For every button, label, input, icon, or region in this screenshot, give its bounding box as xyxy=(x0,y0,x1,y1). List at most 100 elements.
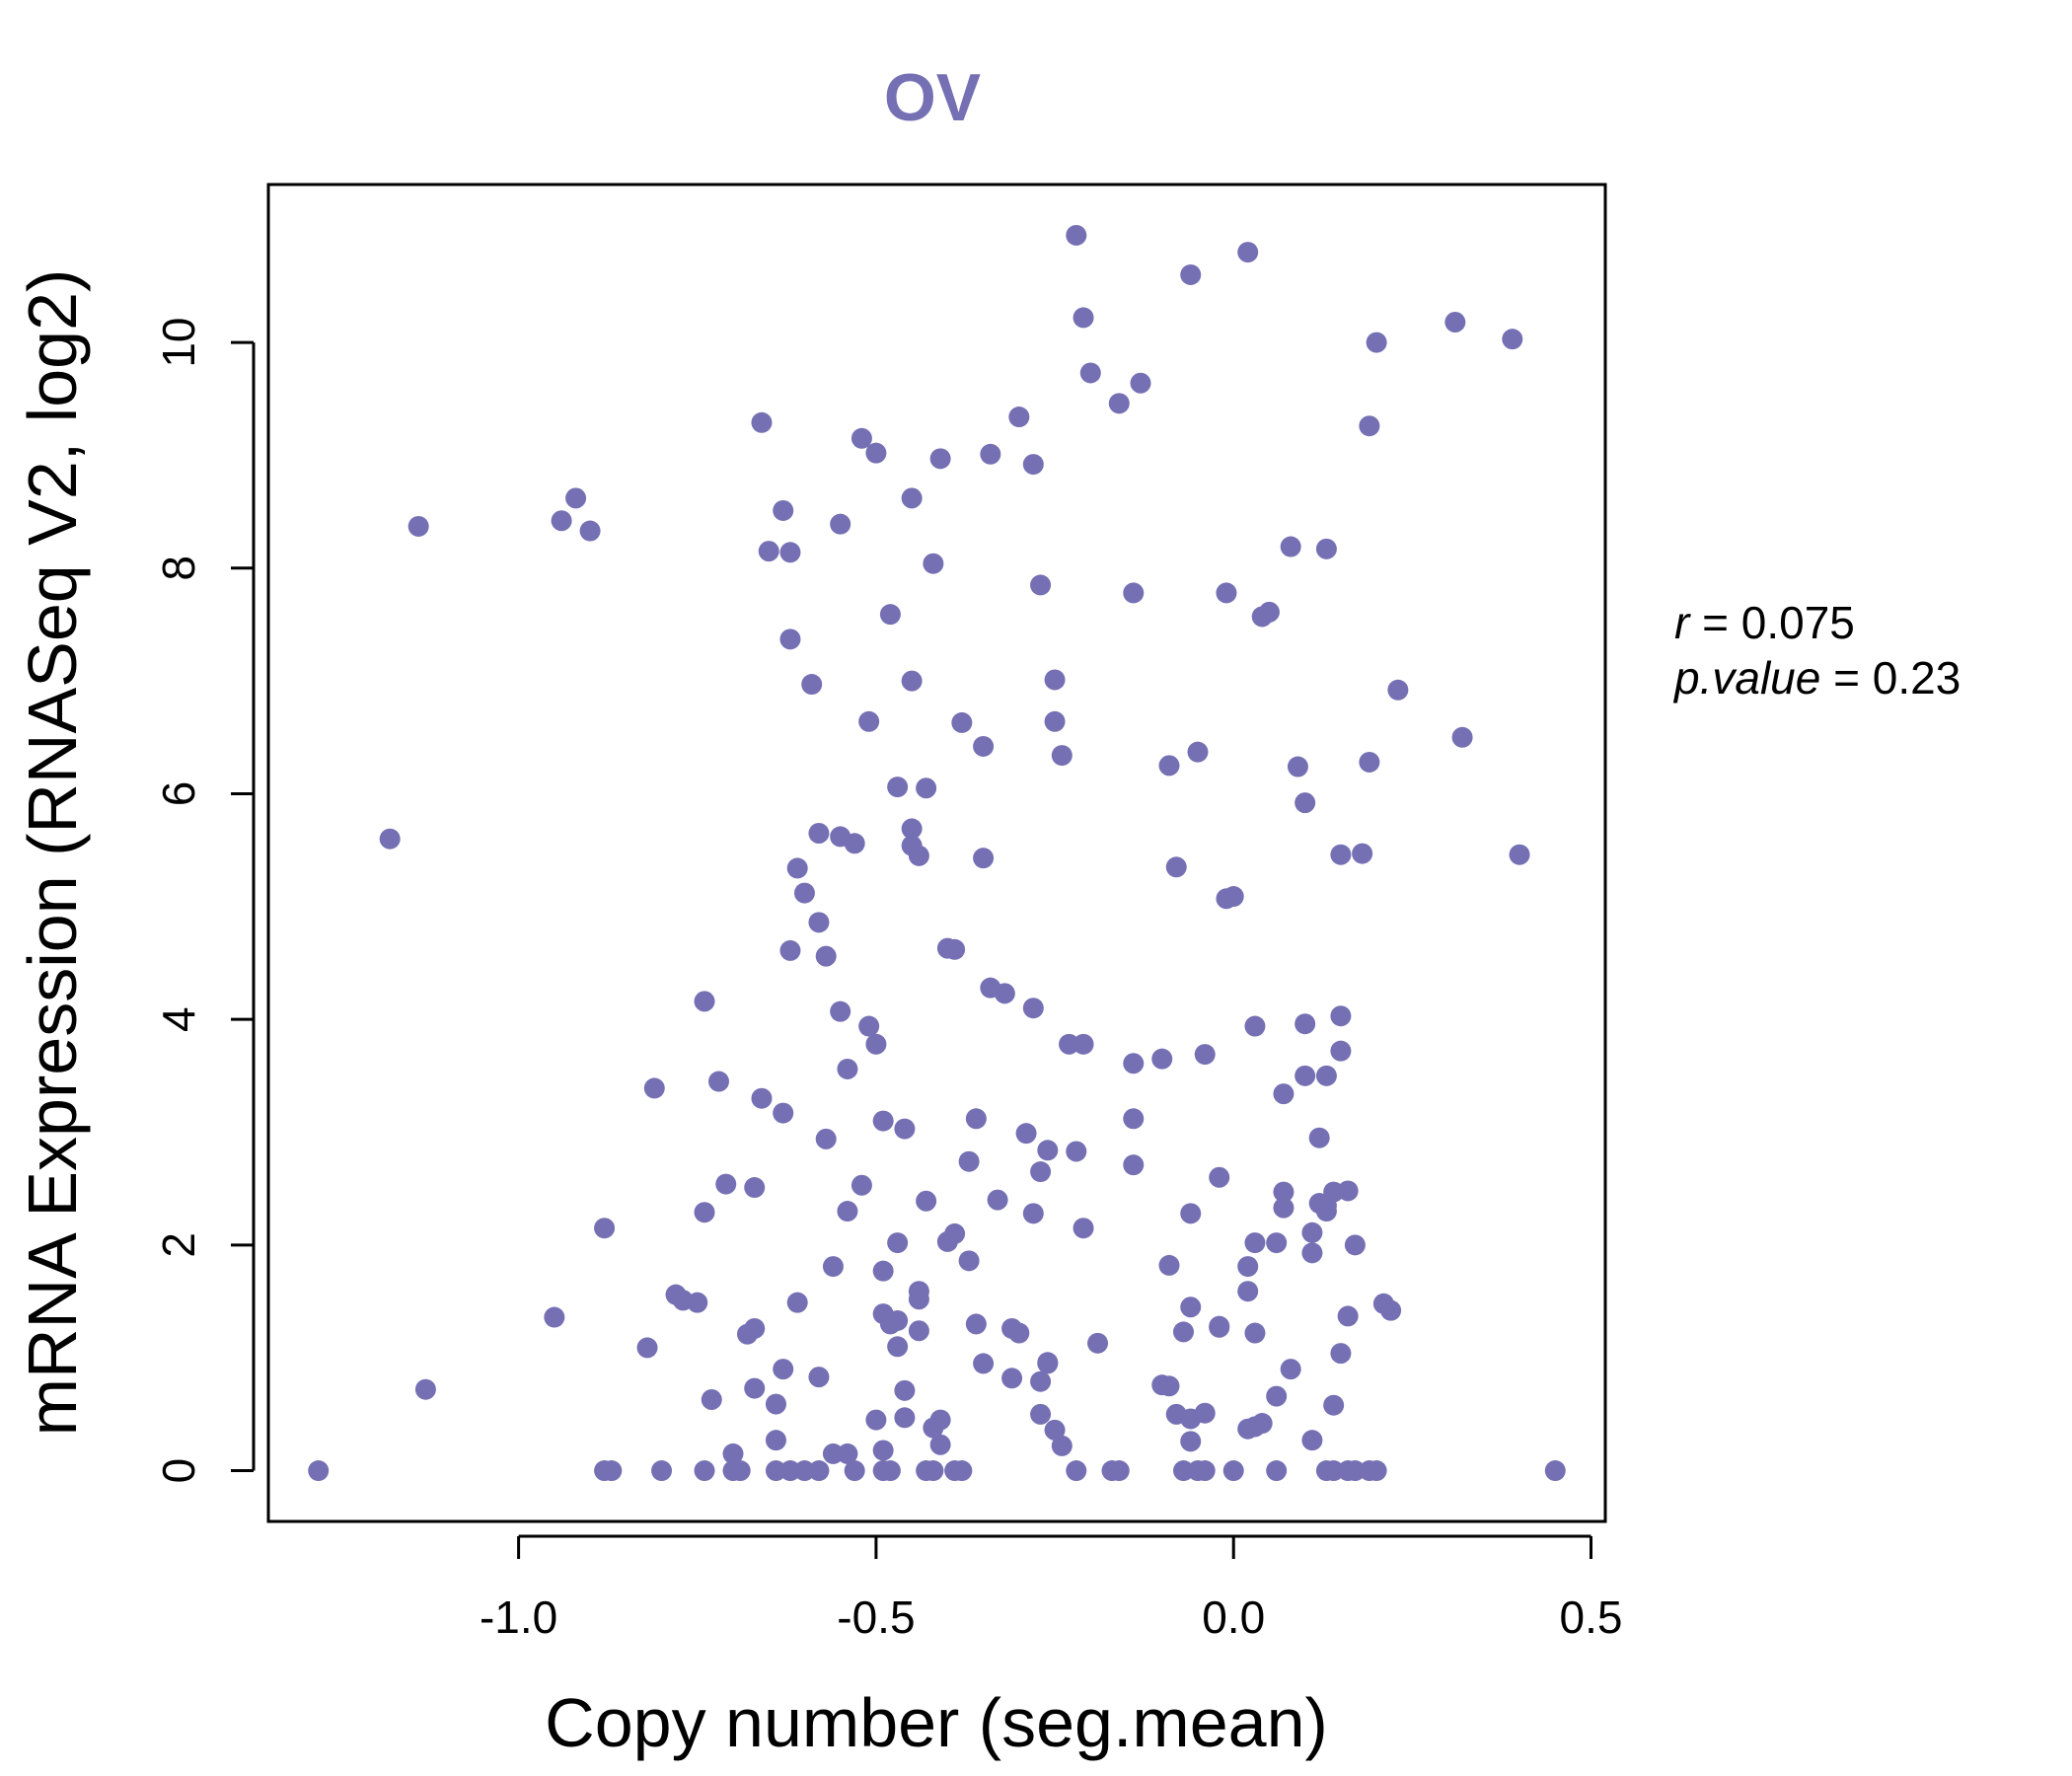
data-point xyxy=(1330,1343,1352,1365)
data-point xyxy=(1330,1040,1352,1062)
data-point xyxy=(916,1190,937,1212)
data-point xyxy=(1330,1005,1352,1027)
data-point xyxy=(1044,669,1066,691)
data-point xyxy=(1108,1460,1130,1482)
data-point xyxy=(687,1292,708,1313)
y-tick-label: 6 xyxy=(153,781,204,807)
data-point xyxy=(1330,844,1352,865)
data-point xyxy=(1273,1197,1295,1219)
data-point xyxy=(1301,1430,1323,1451)
data-point xyxy=(1008,1322,1030,1344)
data-point xyxy=(815,1128,837,1149)
data-point xyxy=(651,1460,673,1482)
data-point xyxy=(830,513,851,535)
data-point xyxy=(1194,1460,1216,1482)
data-point xyxy=(822,1443,844,1464)
data-point xyxy=(1158,755,1180,777)
data-point xyxy=(929,1434,951,1455)
data-point xyxy=(551,510,572,532)
data-point xyxy=(694,991,715,1012)
data-point xyxy=(1008,407,1030,428)
r-stat-equals: = xyxy=(1689,597,1740,648)
data-point xyxy=(779,542,801,563)
stats-annotation: r = 0.075 p.value = 0.23 xyxy=(1672,597,1961,703)
data-point xyxy=(1266,1232,1288,1254)
data-point xyxy=(908,845,929,866)
data-point xyxy=(1158,1254,1180,1276)
data-point xyxy=(1315,1065,1337,1086)
data-point xyxy=(1301,1242,1323,1264)
data-point xyxy=(973,848,995,869)
data-point xyxy=(1295,1013,1316,1035)
p-stat: p.value = 0.23 xyxy=(1672,652,1961,703)
data-point xyxy=(879,604,901,626)
data-point xyxy=(822,1256,844,1278)
x-axis: -1.0 -0.5 0.0 0.5 xyxy=(480,1534,1622,1643)
data-point xyxy=(1180,1296,1202,1318)
data-point xyxy=(872,1110,894,1132)
data-point xyxy=(958,1150,980,1172)
data-point xyxy=(1344,1234,1366,1256)
data-point xyxy=(1059,1033,1080,1055)
data-point xyxy=(908,1289,929,1310)
data-point xyxy=(1158,1375,1180,1397)
data-point xyxy=(1180,1431,1202,1452)
data-point xyxy=(1295,1065,1316,1086)
data-point xyxy=(1030,1370,1052,1392)
data-point xyxy=(865,442,887,464)
data-point xyxy=(1209,1315,1230,1337)
data-point xyxy=(965,1313,987,1335)
data-point xyxy=(1344,1460,1366,1482)
data-point xyxy=(1073,1033,1094,1055)
y-tick-label: 4 xyxy=(153,1006,204,1032)
data-point xyxy=(751,1087,773,1109)
data-point xyxy=(1123,582,1145,604)
y-axis-label: mRNA Expression (RNASeq V2, log2) xyxy=(14,269,91,1437)
data-point xyxy=(973,1353,995,1374)
data-point xyxy=(865,1033,887,1055)
r-stat-label: r xyxy=(1674,597,1691,648)
data-point xyxy=(1301,1221,1323,1243)
data-point xyxy=(844,1460,865,1482)
data-point xyxy=(1444,312,1466,333)
plot-frame xyxy=(266,183,1607,1523)
p-stat-value: 0.23 xyxy=(1873,652,1961,703)
data-point xyxy=(1308,1127,1330,1148)
y-axis: 0 2 4 6 8 10 xyxy=(153,317,256,1483)
data-point xyxy=(1222,886,1244,908)
data-point xyxy=(1451,726,1473,748)
data-point xyxy=(1123,1108,1145,1130)
data-point xyxy=(1509,844,1530,865)
data-point xyxy=(1030,1403,1052,1425)
data-point xyxy=(1187,741,1209,763)
data-point xyxy=(701,1389,722,1411)
data-point xyxy=(1359,415,1380,437)
data-point xyxy=(765,1460,786,1482)
chart-title: OV xyxy=(884,60,981,135)
data-point xyxy=(1051,745,1073,767)
data-point xyxy=(1237,1256,1259,1278)
x-tick-label: -1.0 xyxy=(480,1591,557,1643)
data-point xyxy=(1022,454,1044,476)
data-point xyxy=(758,541,779,562)
data-point xyxy=(1251,1413,1273,1435)
data-point xyxy=(858,1015,880,1037)
data-point xyxy=(694,1460,715,1482)
data-point xyxy=(1030,574,1052,596)
data-point xyxy=(1209,1166,1230,1188)
data-point xyxy=(544,1306,565,1328)
data-point xyxy=(1037,1140,1059,1161)
data-point xyxy=(1366,332,1387,353)
data-point xyxy=(707,1071,729,1092)
data-point xyxy=(1315,1201,1337,1222)
y-tick-label: 2 xyxy=(153,1232,204,1258)
data-point xyxy=(1180,1203,1202,1224)
data-point xyxy=(887,1336,909,1358)
x-tick-label: -0.5 xyxy=(837,1591,915,1643)
data-point xyxy=(916,777,937,799)
data-point xyxy=(744,1177,766,1199)
data-point xyxy=(815,945,837,967)
data-point xyxy=(1044,1419,1066,1441)
data-point xyxy=(779,629,801,650)
data-point xyxy=(901,487,923,509)
